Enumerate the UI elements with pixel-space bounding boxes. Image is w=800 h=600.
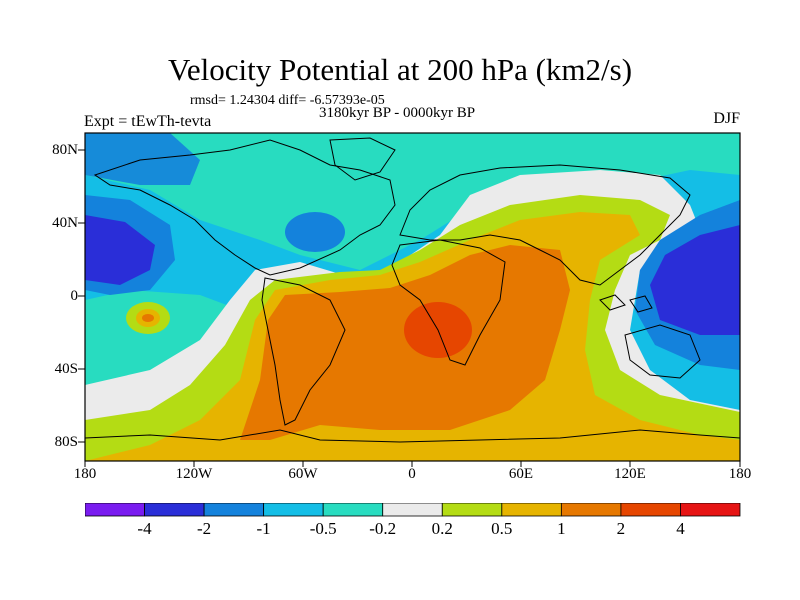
colorbar-label: 0.5 (491, 519, 513, 538)
field-blue-atlantic-cell (285, 212, 345, 252)
coast-africa (391, 239, 506, 366)
colorbar-swatch (322, 503, 384, 517)
colorbar-swatch (560, 503, 622, 517)
lon-tick-0: 0 (408, 466, 416, 482)
field-darkblue-west (85, 215, 155, 285)
lat-tick-80s: 80S (54, 434, 78, 450)
colorbar-swatch (382, 503, 443, 517)
lon-tick-180w: 180 (73, 466, 97, 482)
lat-tick-0: 0 (70, 288, 79, 304)
coast-south-america (261, 277, 346, 426)
coast-antarctica (85, 429, 740, 443)
lon-tick-180e: 180 (728, 466, 752, 482)
colorbar-swatch (501, 503, 562, 517)
period-text: 3180kyr BP - 0000kyr BP (319, 105, 476, 121)
lon-tick-60w: 60W (288, 466, 318, 482)
season-label: DJF (713, 110, 740, 127)
colorbar-swatch (680, 503, 741, 517)
field-teal-north (85, 133, 740, 270)
field-orange (240, 245, 570, 440)
coast-greenland (329, 137, 396, 181)
colorbar-swatch (441, 503, 503, 517)
colorbar-swatch (620, 503, 681, 517)
lat-tick-80n: 80N (52, 142, 78, 158)
stats-text: rmsd= 1.24304 diff= -6.57393e-05 (190, 93, 385, 108)
field-blue-arctic (85, 133, 200, 185)
lat-tick-40s: 40S (54, 361, 78, 377)
colorbar-label: 4 (676, 519, 685, 538)
coast-north-america (93, 139, 396, 276)
lon-tick-120w: 120W (175, 466, 213, 482)
coast-eurasia (399, 164, 691, 286)
lon-tick-120e: 120E (614, 466, 646, 482)
axis-ticks (78, 149, 741, 467)
coast-indonesia-2 (629, 295, 653, 313)
coastlines (85, 137, 740, 443)
contour-fields (85, 133, 740, 461)
colorbar-label: 2 (616, 519, 626, 538)
colorbar (85, 503, 741, 517)
coast-indonesia-1 (599, 294, 626, 311)
colorbar-label: -0.5 (309, 519, 337, 538)
colorbar-swatch (203, 503, 265, 517)
colorbar-label: -2 (197, 519, 212, 538)
colorbar-label: -0.2 (369, 519, 397, 538)
colorbar-label: 0.2 (431, 519, 453, 538)
field-darkblue-east (650, 225, 740, 335)
lon-tick-60e: 60E (508, 466, 534, 482)
colorbar-label: 1 (557, 519, 566, 538)
colorbar-swatch (263, 503, 324, 517)
colorbar-swatch (144, 503, 205, 517)
colorbar-swatch (85, 503, 145, 517)
colorbar-label: -4 (137, 519, 152, 538)
map-title: Velocity Potential at 200 hPa (km2/s) (167, 52, 633, 87)
coast-australia (624, 324, 701, 379)
experiment-label: Expt = tEwTh-tevta (84, 113, 212, 130)
colorbar-label: -1 (256, 519, 271, 538)
lat-tick-40n: 40N (52, 215, 78, 231)
field-small-orange (142, 314, 154, 322)
